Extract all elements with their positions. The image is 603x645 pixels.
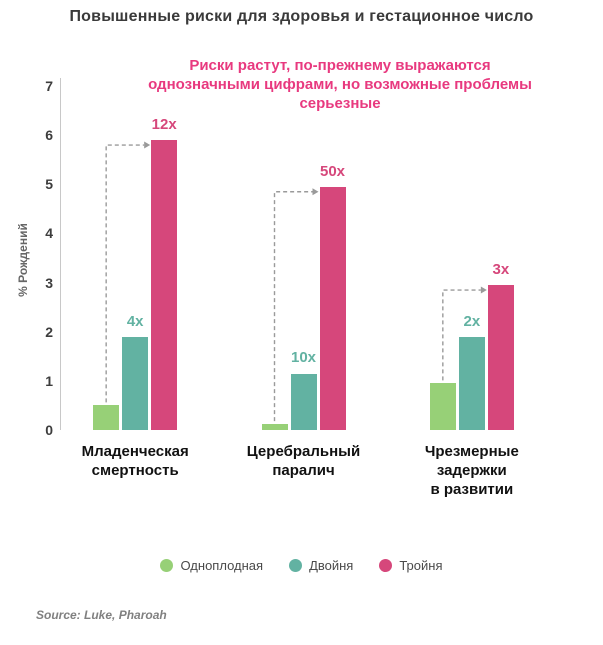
bar-series1-group3: [429, 383, 456, 430]
bar-series3-group3: [487, 285, 514, 430]
bar-series1-group1: [93, 405, 120, 430]
y-axis-tick-3: 3: [45, 274, 53, 291]
plot-area: 0 1 2 3 4 5 6 7 Младенческая смертность 4x 12x Цере…: [45, 78, 566, 498]
category-label: Чрезмерные задержки в развитии: [424, 443, 519, 498]
bar-multiplier-label: 4x: [126, 312, 144, 330]
category-label: Церебральный паралич: [246, 443, 361, 479]
source-note: Source: Luke, Pharoah: [36, 608, 167, 622]
legend-item-1: Одноплодная: [160, 558, 263, 573]
y-axis-title: % Рождений: [16, 223, 30, 297]
chart-title: Повышенные риски для здоровья и гестацио…: [69, 8, 534, 25]
bar-series2-group2: [290, 373, 317, 430]
legend-dot-icon: [289, 559, 303, 572]
bar-multiplier-label: 10x: [290, 349, 317, 367]
y-axis-tick-0: 0: [45, 422, 53, 438]
y-axis-tick-6: 6: [45, 127, 53, 144]
bar-series1-group2: [261, 424, 288, 430]
y-axis-tick-2: 2: [45, 323, 53, 340]
y-axis-tick-5: 5: [45, 176, 53, 193]
legend-label: Одноплодная: [180, 558, 264, 573]
bar-series3-group2: [319, 186, 346, 430]
bar-series2-group1: [122, 336, 149, 430]
legend-dot-icon: [160, 559, 174, 572]
bar-series3-group1: [151, 140, 178, 430]
legend: Одноплодная Двойня Тройня: [0, 558, 603, 573]
bar-series2-group3: [458, 336, 485, 430]
y-axis-tick-7: 7: [45, 78, 53, 94]
bar-multiplier-label: 12x: [151, 116, 177, 134]
bar-multiplier-label: 50x: [319, 162, 346, 180]
y-axis-tick-4: 4: [45, 225, 53, 242]
legend-item-2: Двойня: [289, 558, 353, 573]
legend-label: Двойня: [309, 558, 354, 573]
legend-label: Тройня: [399, 558, 443, 573]
y-axis-tick-1: 1: [45, 372, 53, 389]
bar-multiplier-label: 3x: [492, 261, 510, 279]
chart-annotation: Риски растут, по-прежнему выражаются одн…: [148, 57, 532, 112]
category-label: Младенческая смертность: [81, 443, 189, 479]
bar-multiplier-label: 2x: [463, 312, 481, 330]
legend-item-3: Тройня: [379, 558, 443, 573]
legend-dot-icon: [379, 559, 393, 572]
